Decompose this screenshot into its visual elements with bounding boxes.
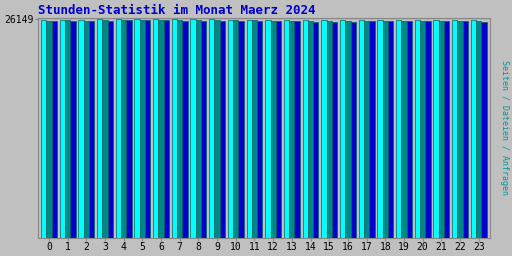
Bar xyxy=(215,20,220,238)
Bar xyxy=(463,22,468,238)
Bar xyxy=(289,21,294,238)
Bar xyxy=(46,21,52,238)
Bar xyxy=(276,21,281,238)
Bar xyxy=(439,21,444,238)
Bar xyxy=(177,20,182,238)
Bar xyxy=(294,21,300,238)
Bar xyxy=(83,20,89,238)
Bar xyxy=(369,22,374,238)
Bar xyxy=(65,20,70,238)
Bar xyxy=(444,21,449,238)
Bar xyxy=(89,21,94,238)
Bar xyxy=(284,20,289,238)
Bar xyxy=(382,21,388,238)
Bar xyxy=(396,20,401,238)
Bar xyxy=(172,19,177,238)
Bar xyxy=(303,20,308,238)
Text: Stunden-Statistik im Monat Maerz 2024: Stunden-Statistik im Monat Maerz 2024 xyxy=(38,4,315,17)
Bar xyxy=(476,21,481,238)
Bar xyxy=(332,22,337,238)
Bar xyxy=(308,21,313,238)
Bar xyxy=(433,20,439,238)
Bar xyxy=(457,21,463,238)
Bar xyxy=(377,20,382,238)
Bar xyxy=(97,19,102,238)
Bar xyxy=(388,21,393,238)
Bar xyxy=(340,20,345,238)
Bar xyxy=(246,20,252,238)
Bar xyxy=(233,20,239,238)
Bar xyxy=(407,21,412,238)
Bar xyxy=(364,21,369,238)
Bar xyxy=(220,21,225,238)
Bar xyxy=(201,20,206,238)
Bar xyxy=(182,20,188,238)
Bar xyxy=(351,22,356,238)
Bar xyxy=(321,20,327,238)
Bar xyxy=(126,20,132,238)
Bar xyxy=(102,20,108,238)
Bar xyxy=(196,20,201,238)
Bar xyxy=(358,20,364,238)
Bar xyxy=(41,20,46,238)
Bar xyxy=(252,20,257,238)
Text: Seiten / Dateien / Anfragen: Seiten / Dateien / Anfragen xyxy=(500,60,509,196)
Bar xyxy=(116,19,121,238)
Bar xyxy=(121,19,126,238)
Bar xyxy=(164,20,169,238)
Bar xyxy=(239,21,244,238)
Bar xyxy=(265,20,270,238)
Bar xyxy=(228,19,233,238)
Bar xyxy=(345,21,351,238)
Bar xyxy=(52,21,57,238)
Bar xyxy=(452,20,457,238)
Bar xyxy=(158,20,164,238)
Bar xyxy=(257,21,263,238)
Bar xyxy=(70,21,76,238)
Bar xyxy=(78,20,83,238)
Bar xyxy=(420,21,425,238)
Bar xyxy=(145,20,151,238)
Bar xyxy=(190,19,196,238)
Bar xyxy=(481,22,486,238)
Bar xyxy=(60,20,65,238)
Bar xyxy=(327,21,332,238)
Bar xyxy=(140,20,145,238)
Bar xyxy=(401,21,407,238)
Bar xyxy=(135,19,140,238)
Bar xyxy=(471,20,476,238)
Bar xyxy=(313,22,318,238)
Bar xyxy=(108,20,113,238)
Bar xyxy=(209,19,215,238)
Bar xyxy=(425,21,431,238)
Bar xyxy=(153,19,158,238)
Bar xyxy=(415,20,420,238)
Bar xyxy=(270,21,276,238)
